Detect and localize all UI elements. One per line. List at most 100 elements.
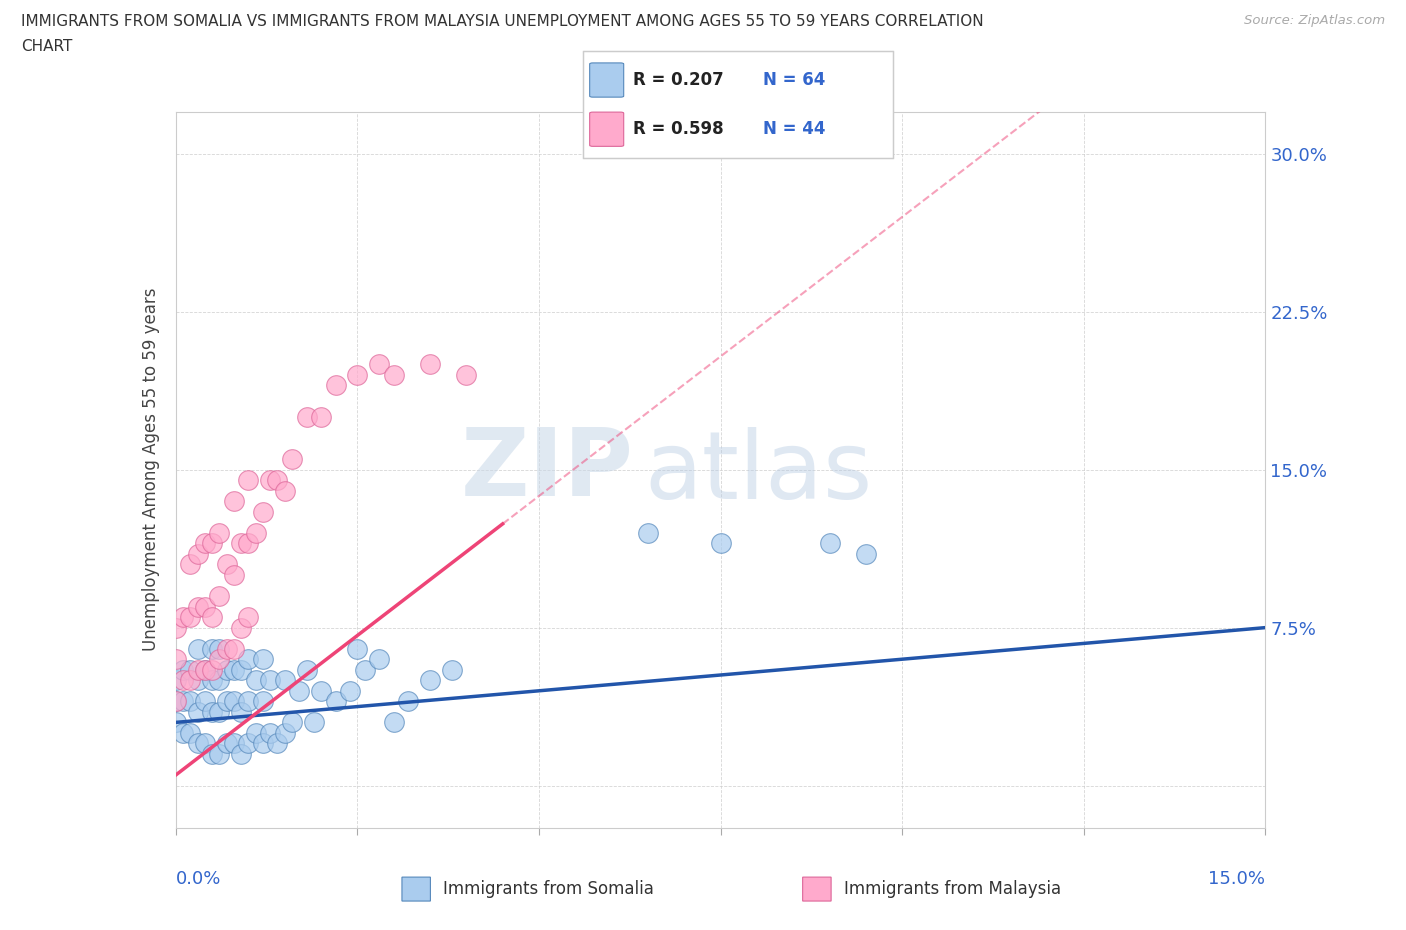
Point bbox=[215, 736, 238, 751]
Point bbox=[252, 652, 274, 667]
FancyBboxPatch shape bbox=[589, 113, 624, 146]
Point bbox=[215, 557, 238, 572]
Text: CHART: CHART bbox=[21, 39, 73, 54]
Point bbox=[215, 642, 238, 657]
Point bbox=[222, 642, 245, 657]
Point bbox=[201, 672, 224, 687]
Point bbox=[194, 536, 217, 551]
Point bbox=[238, 536, 260, 551]
Point bbox=[215, 662, 238, 677]
Text: ZIP: ZIP bbox=[461, 424, 633, 515]
Point bbox=[396, 694, 419, 709]
Point bbox=[281, 452, 304, 467]
Text: Immigrants from Malaysia: Immigrants from Malaysia bbox=[844, 880, 1060, 898]
Point bbox=[172, 694, 194, 709]
Point bbox=[186, 672, 209, 687]
Text: R = 0.207: R = 0.207 bbox=[633, 71, 724, 89]
Point bbox=[186, 547, 209, 562]
Point bbox=[281, 715, 304, 730]
Point bbox=[172, 672, 194, 687]
Point bbox=[266, 472, 288, 487]
Point bbox=[302, 715, 325, 730]
Point bbox=[194, 662, 217, 677]
Point bbox=[855, 547, 877, 562]
Point bbox=[231, 536, 253, 551]
Point bbox=[440, 662, 463, 677]
Point bbox=[710, 536, 733, 551]
Point bbox=[194, 662, 217, 677]
Point bbox=[419, 357, 441, 372]
Point bbox=[172, 725, 194, 740]
Point bbox=[194, 694, 217, 709]
Point bbox=[295, 409, 318, 424]
Point bbox=[208, 642, 231, 657]
Point bbox=[222, 736, 245, 751]
Point bbox=[353, 662, 375, 677]
Point bbox=[222, 662, 245, 677]
Text: Immigrants from Somalia: Immigrants from Somalia bbox=[443, 880, 654, 898]
Point bbox=[215, 694, 238, 709]
Point bbox=[325, 694, 347, 709]
Point bbox=[231, 662, 253, 677]
Point bbox=[186, 599, 209, 614]
Point bbox=[382, 367, 405, 382]
FancyBboxPatch shape bbox=[803, 877, 831, 901]
Point bbox=[274, 672, 297, 687]
Point bbox=[295, 662, 318, 677]
Point bbox=[165, 715, 187, 730]
Point bbox=[208, 525, 231, 540]
Point bbox=[201, 610, 224, 625]
Point bbox=[201, 747, 224, 762]
Point bbox=[818, 536, 841, 551]
Point bbox=[222, 694, 245, 709]
Point bbox=[172, 662, 194, 677]
Point bbox=[165, 694, 187, 709]
Point bbox=[208, 652, 231, 667]
Point bbox=[274, 725, 297, 740]
Point bbox=[179, 694, 201, 709]
Point bbox=[238, 694, 260, 709]
Text: atlas: atlas bbox=[644, 427, 873, 519]
Point bbox=[179, 610, 201, 625]
FancyBboxPatch shape bbox=[589, 63, 624, 97]
Point bbox=[325, 378, 347, 392]
Point bbox=[165, 694, 187, 709]
FancyBboxPatch shape bbox=[402, 877, 430, 901]
Point bbox=[231, 747, 253, 762]
Point bbox=[339, 684, 361, 698]
Point bbox=[266, 736, 288, 751]
Text: 0.0%: 0.0% bbox=[176, 870, 221, 888]
Point bbox=[346, 642, 368, 657]
Point bbox=[346, 367, 368, 382]
Point bbox=[201, 704, 224, 719]
Point bbox=[259, 725, 281, 740]
Point bbox=[238, 652, 260, 667]
Point bbox=[456, 367, 478, 382]
Point bbox=[165, 672, 187, 687]
Point bbox=[368, 652, 391, 667]
Point bbox=[222, 567, 245, 582]
Point bbox=[165, 620, 187, 635]
Point bbox=[238, 472, 260, 487]
Point bbox=[194, 599, 217, 614]
Point bbox=[245, 725, 267, 740]
Point bbox=[179, 662, 201, 677]
Point bbox=[186, 642, 209, 657]
Text: 15.0%: 15.0% bbox=[1208, 870, 1265, 888]
Point bbox=[252, 504, 274, 519]
Point bbox=[165, 652, 187, 667]
Point bbox=[208, 589, 231, 604]
Point bbox=[309, 409, 332, 424]
Point bbox=[186, 662, 209, 677]
Point bbox=[172, 610, 194, 625]
Point bbox=[245, 672, 267, 687]
Point bbox=[186, 704, 209, 719]
Text: N = 44: N = 44 bbox=[763, 120, 825, 139]
Point bbox=[259, 672, 281, 687]
Point bbox=[201, 662, 224, 677]
Point bbox=[179, 672, 201, 687]
Point bbox=[201, 642, 224, 657]
Point bbox=[238, 610, 260, 625]
Point bbox=[179, 725, 201, 740]
Point bbox=[245, 525, 267, 540]
